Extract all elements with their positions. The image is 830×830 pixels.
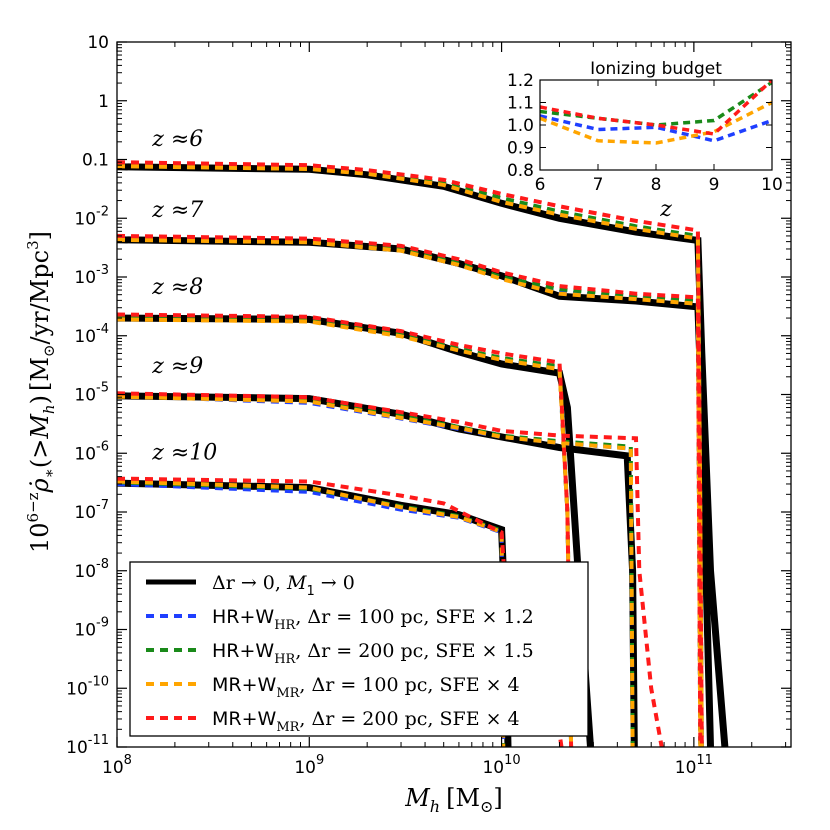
series-4-z9-line [117,391,664,747]
y-tick-label: 10 [87,33,109,53]
x-axis-label: Mh [M⊙] [404,784,503,816]
redshift-label: z ≈7 [151,198,203,223]
legend-label: Δr → 0, M1 → 0 [212,572,355,599]
inset-background [540,80,772,170]
legend-entries: Δr → 0, M1 → 0 HR+WHR, Δr = 100 pc, SFE ×… [146,572,534,735]
inset-series-0-line [540,114,772,143]
inset-x-tick-label: 7 [593,175,604,195]
main-plot: 108 109 1010 10111010.110-210-310-410-510-6… [24,33,792,816]
series-3-z7-line [117,237,703,747]
x-tick-label: 108 [102,753,132,778]
legend-label: HR+WHR, Δr = 200 pc, SFE × 1.5 [212,640,534,667]
inset-y-tick-label: 1.0 [507,116,534,136]
inset-plot: 6 7 8 9 10 1.2 1.11.0 0.90.8 Ionizing budget z [507,59,783,222]
y-tick-label: 10-6 [74,439,109,464]
x-tick-label: 1011 [675,753,713,778]
redshift-label: z ≈6 [151,127,203,152]
y-tick-label: 10-4 [74,322,109,347]
inset-ticks: 6 7 8 9 10 1.2 1.11.0 0.90.8 [507,71,783,195]
series-4-z8-line [117,312,574,747]
y-tick-label: 10-8 [74,557,109,582]
inset-x-axis-label: z [659,197,672,222]
x-tick-label: 109 [294,753,324,778]
legend-box [129,561,589,737]
legend-label: HR+WHR, Δr = 100 pc, SFE × 1.2 [212,606,534,633]
series-0-z8-line [117,314,594,747]
inset-x-tick-label: 8 [651,175,662,195]
y-tick-label: 10-10 [66,674,109,699]
x-tick-label: 1010 [482,753,520,778]
series-2-z7-line [117,236,703,747]
y-tick-label: 10-11 [66,733,109,758]
legend-label: MR+WMR, Δr = 200 pc, SFE × 4 [212,708,520,735]
series-3-z9-line [117,394,635,747]
inset-x-tick-label: 10 [761,175,783,195]
y-tick-label: 10-9 [74,616,109,641]
redshift-label: z ≈10 [151,441,217,466]
inset-x-tick-label: 6 [535,175,546,195]
inset-series-3-line [540,80,772,136]
inset-title: Ionizing budget [590,59,722,79]
inset-x-tick-label: 9 [709,175,720,195]
inset-series-2-line [540,100,772,145]
inset-curves [540,80,772,145]
inset-y-tick-label: 0.8 [507,161,534,181]
y-tick-label: 10-3 [74,263,109,288]
inset-y-tick-label: 0.9 [507,139,534,159]
y-tick-label: 10-2 [74,204,109,229]
y-tick-label: 0.1 [82,151,109,171]
y-tick-label: 10-7 [74,498,109,523]
inset-y-tick-label: 1.2 [507,71,534,91]
redshift-label: z ≈9 [151,354,203,379]
inset-y-tick-label: 1.1 [507,94,534,114]
redshift-labels: z ≈6 z ≈7 z ≈8 z ≈9 z ≈10 [151,127,217,466]
main-curves [117,160,729,747]
series-3-z8-line [117,317,574,747]
main-ticks: 108 109 1010 10111010.110-210-310-410-510-6… [66,33,791,778]
y-tick-label: 1 [98,92,109,112]
y-tick-label: 10-5 [74,381,109,406]
y-axis-label: 106−zρ̇∗(>Mh)[M⊙/yr/Mpc3] [24,231,58,553]
legend: Δr → 0, M1 → 0 HR+WHR, Δr = 100 pc, SFE ×… [129,561,589,737]
redshift-label: z ≈8 [151,275,203,300]
legend-label: MR+WMR, Δr = 100 pc, SFE × 4 [212,674,520,701]
series-4-z7-line [117,233,703,747]
